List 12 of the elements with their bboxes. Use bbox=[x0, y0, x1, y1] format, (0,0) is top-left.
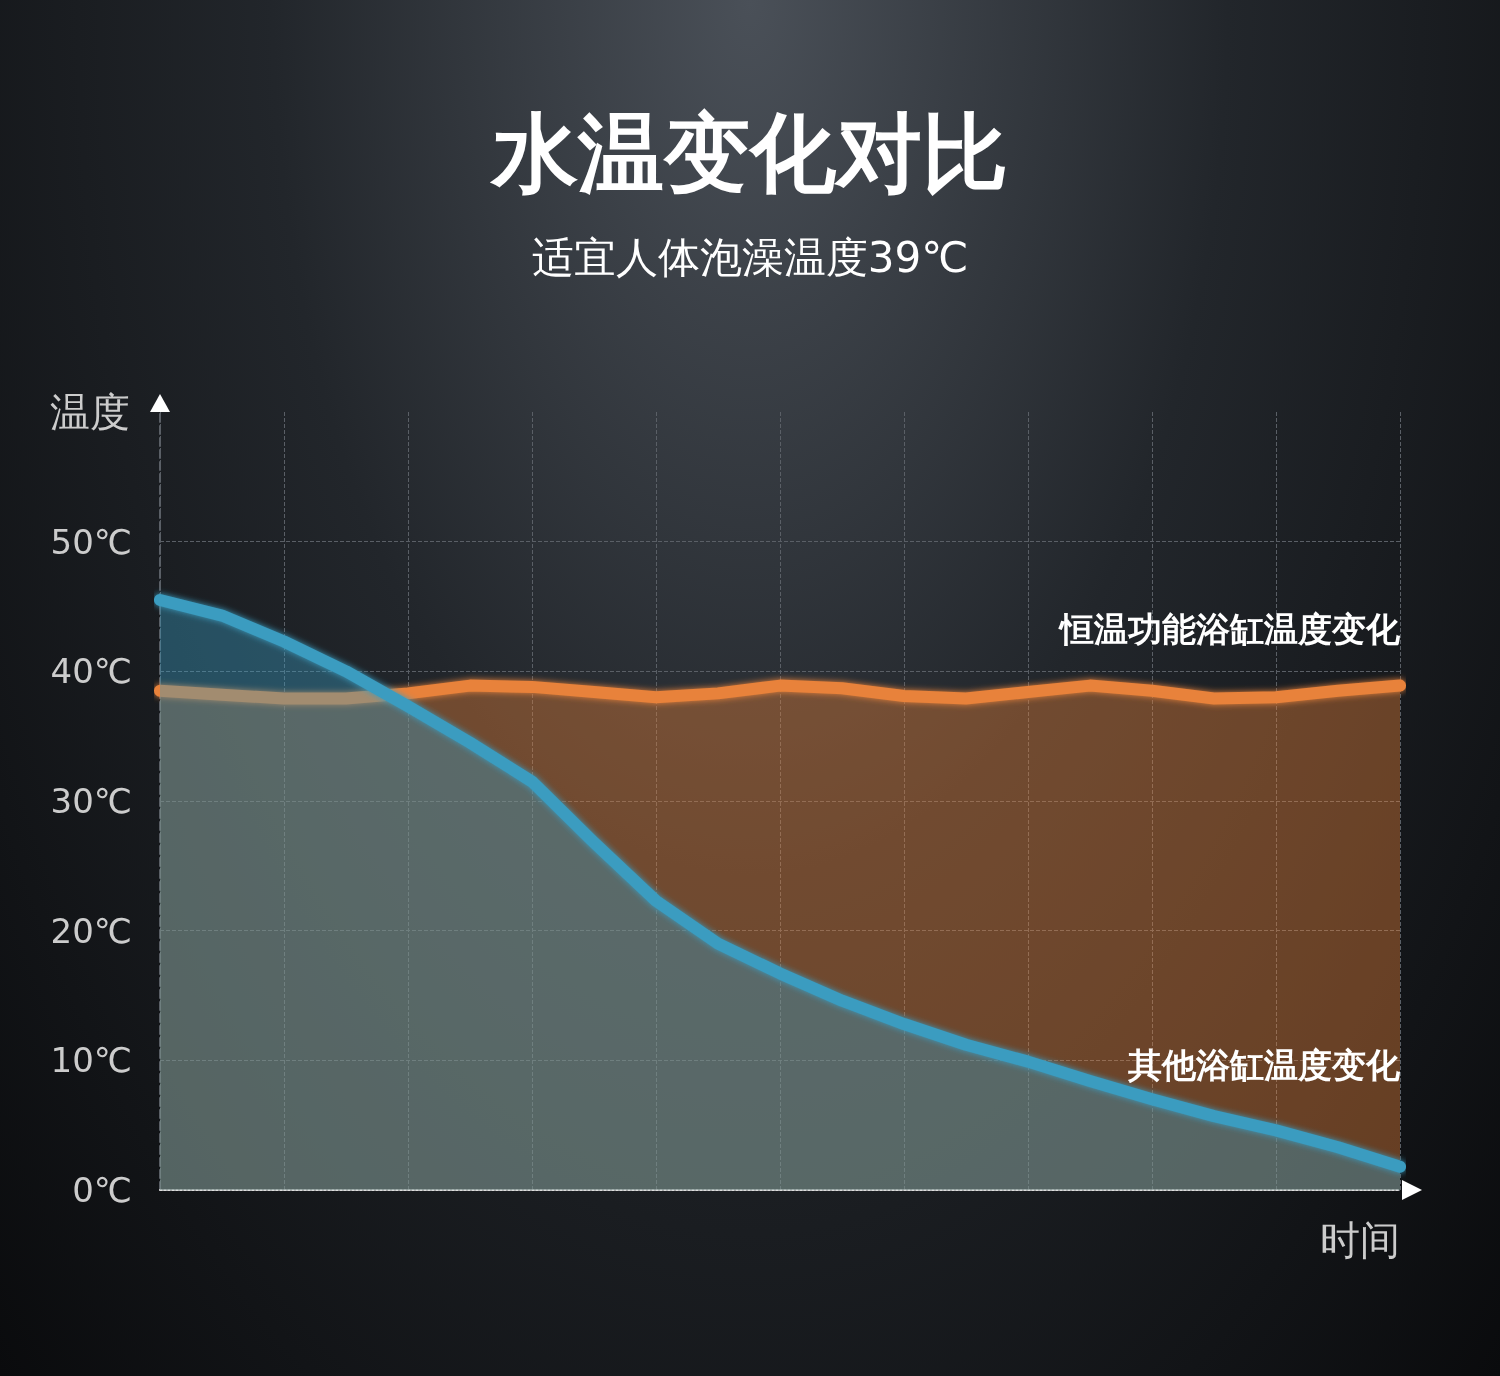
x-axis-title: 时间 bbox=[1320, 1217, 1400, 1263]
y-tick-label: 50℃ bbox=[50, 521, 132, 562]
y-axis-title: 温度 bbox=[50, 389, 130, 435]
y-tick-label: 0℃ bbox=[72, 1170, 132, 1210]
chart-subtitle: 适宜人体泡澡温度39℃ bbox=[531, 232, 969, 282]
series-label: 恒温功能浴缸温度变化 bbox=[1058, 608, 1401, 649]
y-tick-label: 10℃ bbox=[50, 1040, 132, 1081]
y-tick-label: 30℃ bbox=[50, 781, 132, 821]
chart-title: 水温变化对比 bbox=[489, 103, 1008, 203]
series-label: 其他浴缸温度变化 bbox=[1127, 1044, 1401, 1085]
y-tick-label: 20℃ bbox=[50, 910, 132, 951]
y-tick-label: 40℃ bbox=[50, 651, 132, 692]
